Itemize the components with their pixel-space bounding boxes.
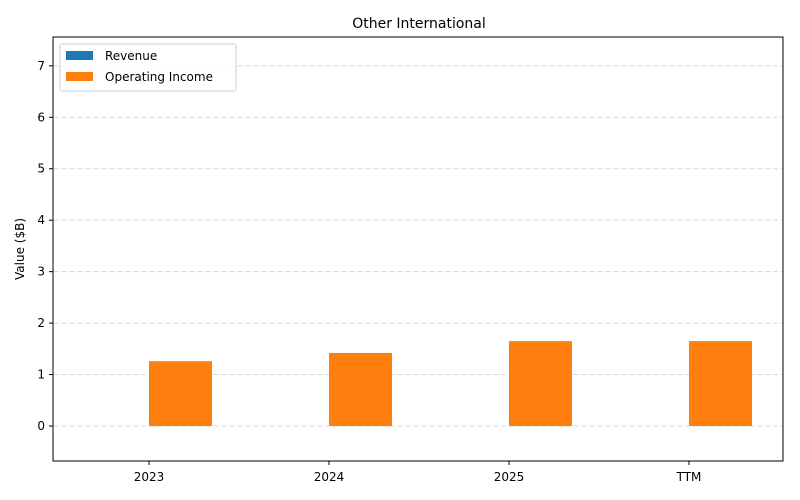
x-tick-label: TTM (676, 470, 702, 484)
y-tick-label: 6 (37, 110, 45, 124)
y-tick-label: 3 (37, 265, 45, 279)
bars (149, 341, 752, 427)
y-tick-label: 7 (37, 59, 45, 73)
x-tick-label: 2024 (314, 470, 345, 484)
legend-label: Revenue (105, 49, 157, 63)
bar-operating-income (149, 361, 212, 427)
legend: Revenue Operating Income (59, 43, 237, 92)
bar-operating-income (509, 341, 572, 427)
axes-frame (52, 36, 784, 462)
y-tick-label: 5 (37, 162, 45, 176)
y-tick-label: 1 (37, 368, 45, 382)
x-tick-label: 2025 (494, 470, 525, 484)
legend-swatch (66, 72, 93, 81)
y-axis-ticks: 0 1 2 3 4 5 6 7 (37, 59, 53, 433)
legend-box (59, 43, 237, 92)
y-tick-label: 0 (37, 419, 45, 433)
chart-title: Other International (352, 16, 486, 32)
bar-operating-income (689, 341, 752, 427)
legend-swatch (66, 51, 93, 60)
x-axis-ticks: 2023 2024 2025 TTM (134, 461, 702, 484)
x-tick-label: 2023 (134, 470, 165, 484)
bar-operating-income (329, 352, 392, 427)
legend-label: Operating Income (105, 70, 213, 84)
y-tick-label: 4 (37, 213, 45, 227)
y-axis-label: Value ($B) (13, 218, 27, 280)
y-tick-label: 2 (37, 316, 45, 330)
